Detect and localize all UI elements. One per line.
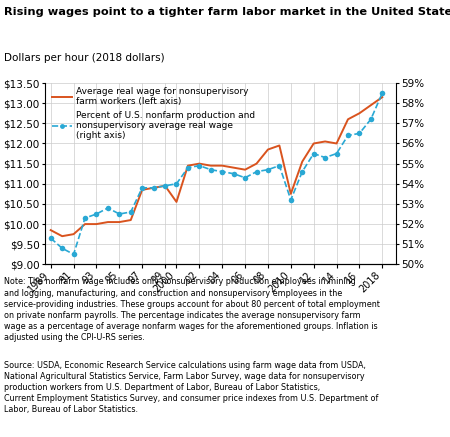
Text: Rising wages point to a tighter farm labor market in the United States: Rising wages point to a tighter farm lab…	[4, 7, 450, 17]
Text: Note: The nonfarm wage includes only nonsupervisory production employees in mini: Note: The nonfarm wage includes only non…	[4, 277, 380, 342]
Text: Source: USDA, Economic Research Service calculations using farm wage data from U: Source: USDA, Economic Research Service …	[4, 361, 379, 414]
Text: Dollars per hour (2018 dollars): Dollars per hour (2018 dollars)	[4, 53, 165, 63]
Legend: Average real wage for nonsupervisory
farm workers (left axis), Percent of U.S. n: Average real wage for nonsupervisory far…	[49, 83, 259, 144]
